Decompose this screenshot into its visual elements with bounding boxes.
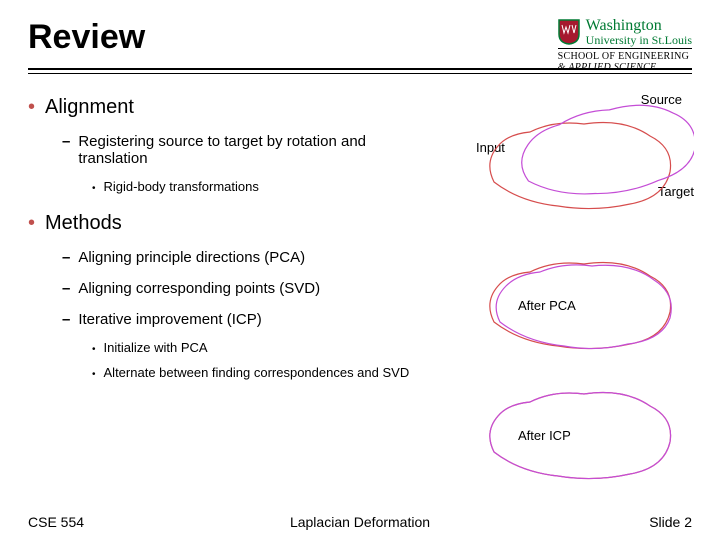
- footer: CSE 554 Laplacian Deformation Slide 2: [28, 514, 692, 530]
- title-rule-thick: [28, 68, 692, 70]
- diagram-after-pca: [474, 242, 694, 367]
- lvl1-item: Methods: [45, 212, 122, 235]
- lvl2-item: Aligning principle directions (PCA): [78, 249, 305, 266]
- bullet-icon: •: [28, 97, 35, 117]
- bullet-icon: •: [92, 369, 96, 380]
- title-rule-thin: [28, 73, 692, 74]
- lvl1-item: Alignment: [45, 96, 134, 119]
- dash-icon: –: [62, 249, 70, 266]
- university-name: Washington University in St.Louis: [586, 18, 692, 46]
- diagram-after-icp: [474, 372, 694, 497]
- shield-icon: [558, 19, 580, 45]
- bullet-icon: •: [28, 213, 35, 233]
- content-outline: •Alignment –Registering source to target…: [28, 96, 438, 398]
- diagram-input: [474, 102, 694, 227]
- lvl2-item: Aligning corresponding points (SVD): [78, 280, 320, 297]
- lvl3-item: Rigid-body transformations: [104, 179, 259, 194]
- university-logo: Washington University in St.Louis SCHOOL…: [558, 18, 692, 73]
- dash-icon: –: [62, 311, 70, 328]
- lvl2-item: Iterative improvement (ICP): [78, 311, 261, 328]
- lvl3-item: Alternate between finding correspondence…: [104, 365, 410, 380]
- dash-icon: –: [62, 280, 70, 297]
- footer-center: Laplacian Deformation: [290, 514, 430, 530]
- footer-left: CSE 554: [28, 514, 84, 530]
- bullet-icon: •: [92, 183, 96, 194]
- footer-right: Slide 2: [649, 514, 692, 530]
- lvl3-item: Initialize with PCA: [104, 340, 208, 355]
- lvl2-item: Registering source to target by rotation…: [78, 133, 438, 167]
- dash-icon: –: [62, 133, 70, 150]
- bullet-icon: •: [92, 344, 96, 355]
